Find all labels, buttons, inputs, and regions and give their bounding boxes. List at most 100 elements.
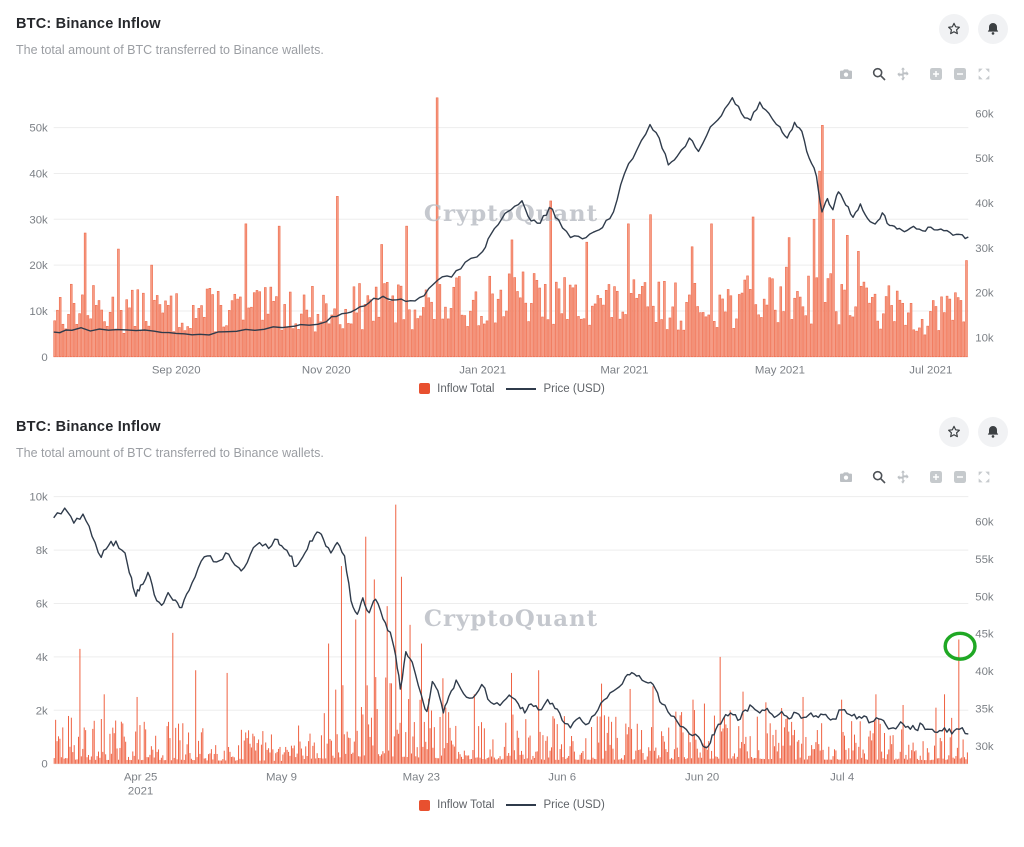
chart-legend: Inflow Total Price (USD) bbox=[16, 383, 1008, 401]
alert-button[interactable] bbox=[978, 416, 1008, 447]
pan-mode-button[interactable] bbox=[893, 64, 913, 84]
svg-text:CryptoQuant: CryptoQuant bbox=[424, 606, 598, 632]
chart-subtitle: The total amount of BTC transferred to B… bbox=[16, 43, 324, 57]
star-icon bbox=[946, 21, 962, 37]
bell-icon bbox=[985, 21, 1001, 37]
zoom-in-button[interactable] bbox=[926, 64, 946, 84]
pan-icon bbox=[895, 469, 911, 485]
download-plot-button[interactable] bbox=[836, 64, 856, 84]
favorite-button[interactable] bbox=[939, 14, 969, 44]
price-line-sample bbox=[506, 387, 537, 390]
card-header-text: BTC: Binance Inflow The total amount of … bbox=[16, 415, 324, 460]
star-icon bbox=[946, 424, 962, 440]
svg-text:10k: 10k bbox=[975, 333, 994, 345]
svg-text:60k: 60k bbox=[975, 108, 994, 120]
expand-arrows-icon bbox=[976, 469, 992, 485]
plus-square-icon bbox=[928, 469, 944, 485]
legend-price-label: Price (USD) bbox=[543, 799, 605, 812]
magnifier-icon bbox=[871, 66, 887, 82]
card-header: BTC: Binance Inflow The total amount of … bbox=[16, 415, 1008, 460]
legend-inflow-label: Inflow Total bbox=[437, 799, 495, 812]
bell-icon bbox=[985, 424, 1001, 440]
camera-icon bbox=[838, 469, 854, 485]
svg-text:45k: 45k bbox=[975, 628, 994, 640]
svg-text:0: 0 bbox=[41, 758, 47, 770]
inflow-price-chart[interactable]: 0 10k 20k 30k 40k 50k 10k 20k 30k 40k 50k 60k Sep 20… bbox=[16, 83, 1008, 383]
svg-text:40k: 40k bbox=[975, 198, 994, 210]
chart-title: BTC: Binance Inflow bbox=[16, 418, 161, 435]
chart-legend: Inflow Total Price (USD) bbox=[16, 799, 1008, 817]
chart-card-top: BTC: Binance Inflow The total amount of … bbox=[0, 0, 1024, 403]
pan-mode-button[interactable] bbox=[893, 467, 913, 487]
card-header: BTC: Binance Inflow The total amount of … bbox=[16, 12, 1008, 57]
minus-square-icon bbox=[952, 469, 968, 485]
svg-text:40k: 40k bbox=[29, 168, 48, 180]
zoom-mode-button[interactable] bbox=[869, 64, 889, 84]
svg-text:40k: 40k bbox=[975, 666, 994, 678]
svg-text:2k: 2k bbox=[36, 705, 48, 717]
svg-text:10k: 10k bbox=[29, 491, 48, 503]
svg-text:8k: 8k bbox=[36, 545, 48, 557]
chart-title: BTC: Binance Inflow bbox=[16, 16, 161, 32]
autoscale-button[interactable] bbox=[974, 467, 994, 487]
chart-card-bottom: BTC: Binance Inflow The total amount of … bbox=[0, 403, 1024, 819]
svg-text:Mar 2021: Mar 2021 bbox=[600, 365, 648, 377]
svg-text:May 23: May 23 bbox=[403, 771, 440, 783]
inflow-swatch bbox=[419, 799, 431, 811]
zoom-mode-button[interactable] bbox=[869, 467, 889, 487]
magnifier-icon bbox=[871, 469, 887, 485]
alert-button[interactable] bbox=[978, 14, 1008, 44]
svg-text:Apr 25: Apr 25 bbox=[124, 771, 158, 783]
svg-text:6k: 6k bbox=[36, 598, 48, 610]
chart-subtitle: The total amount of BTC transferred to B… bbox=[16, 445, 324, 460]
svg-text:50k: 50k bbox=[975, 591, 994, 603]
inflow-swatch bbox=[419, 383, 431, 395]
svg-text:Jun 6: Jun 6 bbox=[548, 771, 576, 783]
svg-text:50k: 50k bbox=[29, 123, 48, 135]
inflow-price-chart[interactable]: 0 2k 4k 6k 8k 10k 30k 35k 40k 45k 50k 55k 60k Apr 25 2… bbox=[16, 486, 1008, 799]
plus-square-icon bbox=[928, 66, 944, 82]
download-plot-button[interactable] bbox=[836, 467, 856, 487]
svg-text:30k: 30k bbox=[29, 214, 48, 226]
minus-square-icon bbox=[952, 66, 968, 82]
svg-text:4k: 4k bbox=[36, 651, 48, 663]
svg-text:60k: 60k bbox=[975, 516, 994, 528]
svg-text:50k: 50k bbox=[975, 153, 994, 165]
plot-modebar bbox=[16, 65, 994, 83]
legend-item-price[interactable]: Price (USD) bbox=[506, 799, 605, 812]
legend-item-inflow[interactable]: Inflow Total bbox=[419, 383, 494, 395]
svg-text:2021: 2021 bbox=[128, 785, 153, 797]
svg-text:20k: 20k bbox=[975, 288, 994, 300]
svg-text:0: 0 bbox=[41, 352, 47, 364]
svg-text:30k: 30k bbox=[975, 243, 994, 255]
header-actions bbox=[939, 14, 1008, 44]
favorite-button[interactable] bbox=[939, 416, 969, 447]
plot-modebar bbox=[16, 468, 994, 486]
zoom-out-button[interactable] bbox=[950, 467, 970, 487]
zoom-out-button[interactable] bbox=[950, 64, 970, 84]
camera-icon bbox=[838, 66, 854, 82]
svg-text:Jun 20: Jun 20 bbox=[685, 771, 719, 783]
pan-icon bbox=[895, 66, 911, 82]
svg-text:CryptoQuant: CryptoQuant bbox=[424, 201, 598, 227]
svg-text:Nov 2020: Nov 2020 bbox=[302, 365, 351, 377]
legend-item-inflow[interactable]: Inflow Total bbox=[419, 799, 494, 811]
legend-price-label: Price (USD) bbox=[543, 382, 605, 395]
svg-text:May 2021: May 2021 bbox=[755, 365, 805, 377]
svg-text:10k: 10k bbox=[29, 306, 48, 318]
zoom-in-button[interactable] bbox=[926, 467, 946, 487]
svg-text:Jul 4: Jul 4 bbox=[830, 771, 854, 783]
legend-item-price[interactable]: Price (USD) bbox=[506, 382, 605, 395]
svg-text:20k: 20k bbox=[29, 260, 48, 272]
svg-text:55k: 55k bbox=[975, 554, 994, 566]
legend-inflow-label: Inflow Total bbox=[437, 382, 495, 395]
price-line-sample bbox=[506, 804, 537, 807]
autoscale-button[interactable] bbox=[974, 64, 994, 84]
svg-text:May 9: May 9 bbox=[266, 771, 297, 783]
svg-text:Sep 2020: Sep 2020 bbox=[152, 365, 201, 377]
svg-text:Jan 2021: Jan 2021 bbox=[459, 365, 506, 377]
svg-text:Jul 2021: Jul 2021 bbox=[909, 365, 952, 377]
svg-text:30k: 30k bbox=[975, 740, 994, 752]
svg-text:35k: 35k bbox=[975, 703, 994, 715]
header-actions bbox=[939, 416, 1008, 447]
